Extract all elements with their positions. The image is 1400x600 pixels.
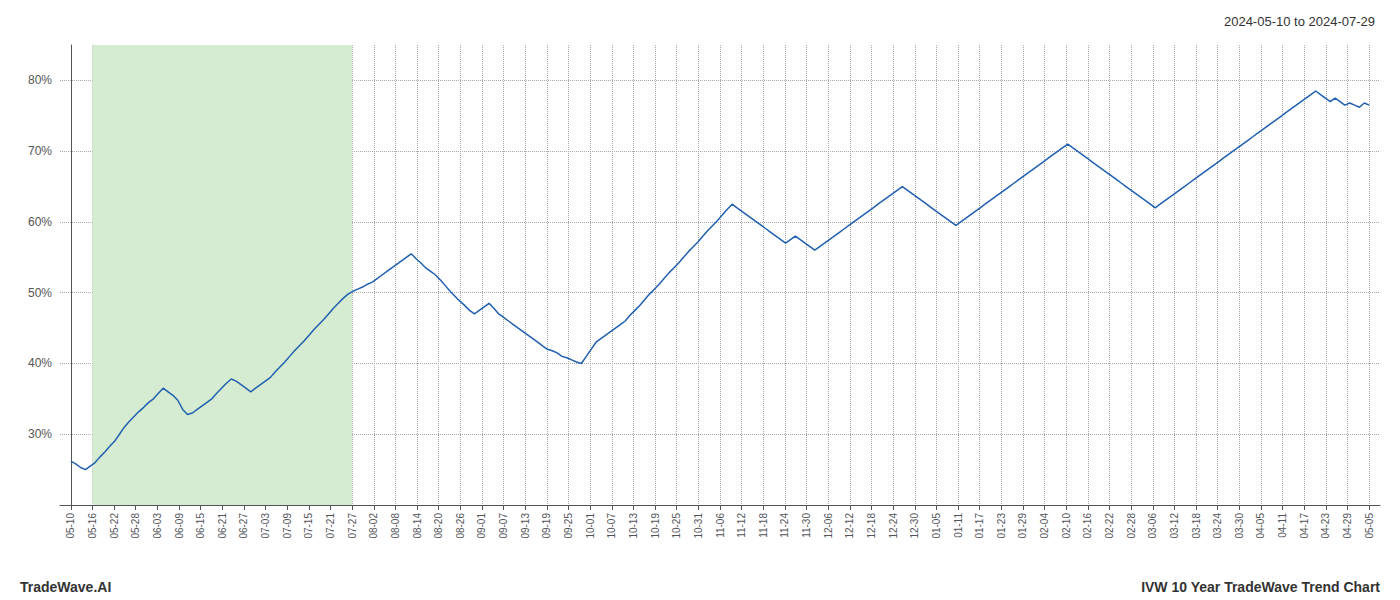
svg-text:IVW 10 Year TradeWave Trend Ch: IVW 10 Year TradeWave Trend Chart — [1141, 579, 1380, 595]
svg-text:11-06: 11-06 — [715, 513, 726, 538]
svg-text:11-12: 11-12 — [736, 513, 747, 538]
svg-text:70%: 70% — [28, 144, 52, 158]
svg-text:03-06: 03-06 — [1147, 513, 1158, 539]
svg-text:06-21: 06-21 — [217, 513, 228, 539]
svg-text:12-12: 12-12 — [844, 513, 855, 539]
svg-text:02-22: 02-22 — [1104, 513, 1115, 539]
svg-text:10-19: 10-19 — [650, 513, 661, 539]
svg-text:06-09: 06-09 — [174, 513, 185, 539]
svg-text:01-23: 01-23 — [996, 513, 1007, 539]
svg-text:01-17: 01-17 — [974, 513, 985, 539]
svg-text:06-27: 06-27 — [238, 513, 249, 539]
svg-text:60%: 60% — [28, 215, 52, 229]
svg-text:11-30: 11-30 — [801, 513, 812, 538]
svg-text:03-30: 03-30 — [1234, 513, 1245, 539]
svg-text:30%: 30% — [28, 427, 52, 441]
svg-text:07-03: 07-03 — [260, 513, 271, 539]
svg-text:04-17: 04-17 — [1299, 513, 1310, 539]
svg-text:11-24: 11-24 — [779, 513, 790, 538]
svg-text:12-30: 12-30 — [909, 513, 920, 539]
svg-text:05-10: 05-10 — [65, 513, 76, 539]
svg-text:10-01: 10-01 — [585, 513, 596, 539]
svg-text:02-10: 02-10 — [1061, 513, 1072, 539]
svg-text:02-16: 02-16 — [1082, 513, 1093, 539]
svg-text:10-13: 10-13 — [628, 513, 639, 539]
svg-text:09-13: 09-13 — [520, 513, 531, 539]
svg-text:06-15: 06-15 — [195, 513, 206, 539]
svg-text:02-28: 02-28 — [1126, 513, 1137, 539]
svg-text:50%: 50% — [28, 286, 52, 300]
svg-text:03-18: 03-18 — [1191, 513, 1202, 539]
svg-text:01-05: 01-05 — [931, 513, 942, 539]
svg-text:04-29: 04-29 — [1342, 513, 1353, 539]
svg-text:40%: 40% — [28, 356, 52, 370]
svg-text:03-12: 03-12 — [1169, 513, 1180, 539]
svg-text:09-19: 09-19 — [541, 513, 552, 539]
svg-text:08-20: 08-20 — [433, 513, 444, 539]
svg-text:08-14: 08-14 — [412, 513, 423, 539]
svg-text:12-18: 12-18 — [866, 513, 877, 539]
svg-text:10-07: 10-07 — [606, 513, 617, 539]
svg-text:08-02: 08-02 — [368, 513, 379, 539]
svg-text:09-07: 09-07 — [498, 513, 509, 539]
svg-text:09-25: 09-25 — [563, 513, 574, 539]
svg-text:02-04: 02-04 — [1039, 513, 1050, 539]
svg-text:01-29: 01-29 — [1017, 513, 1028, 539]
svg-text:08-08: 08-08 — [390, 513, 401, 539]
svg-text:11-18: 11-18 — [758, 513, 769, 538]
svg-text:05-22: 05-22 — [109, 513, 120, 539]
svg-text:07-21: 07-21 — [325, 513, 336, 539]
svg-text:2024-05-10 to 2024-07-29: 2024-05-10 to 2024-07-29 — [1224, 14, 1375, 29]
svg-text:05-05: 05-05 — [1364, 513, 1375, 539]
svg-text:08-26: 08-26 — [455, 513, 466, 539]
svg-text:09-01: 09-01 — [476, 513, 487, 539]
svg-text:07-15: 07-15 — [303, 513, 314, 539]
svg-text:04-11: 04-11 — [1277, 513, 1288, 538]
svg-text:04-23: 04-23 — [1320, 513, 1331, 539]
svg-text:03-24: 03-24 — [1212, 513, 1223, 539]
svg-text:80%: 80% — [28, 73, 52, 87]
svg-text:10-31: 10-31 — [693, 513, 704, 539]
svg-text:05-28: 05-28 — [130, 513, 141, 539]
svg-text:05-16: 05-16 — [87, 513, 98, 539]
svg-text:07-09: 07-09 — [282, 513, 293, 539]
svg-text:01-11: 01-11 — [953, 513, 964, 538]
svg-text:10-25: 10-25 — [671, 513, 682, 539]
svg-text:07-27: 07-27 — [347, 513, 358, 539]
svg-text:06-03: 06-03 — [152, 513, 163, 539]
svg-text:04-05: 04-05 — [1255, 513, 1266, 539]
svg-text:12-06: 12-06 — [823, 513, 834, 539]
svg-text:12-24: 12-24 — [888, 513, 899, 539]
svg-text:TradeWave.AI: TradeWave.AI — [20, 579, 111, 595]
